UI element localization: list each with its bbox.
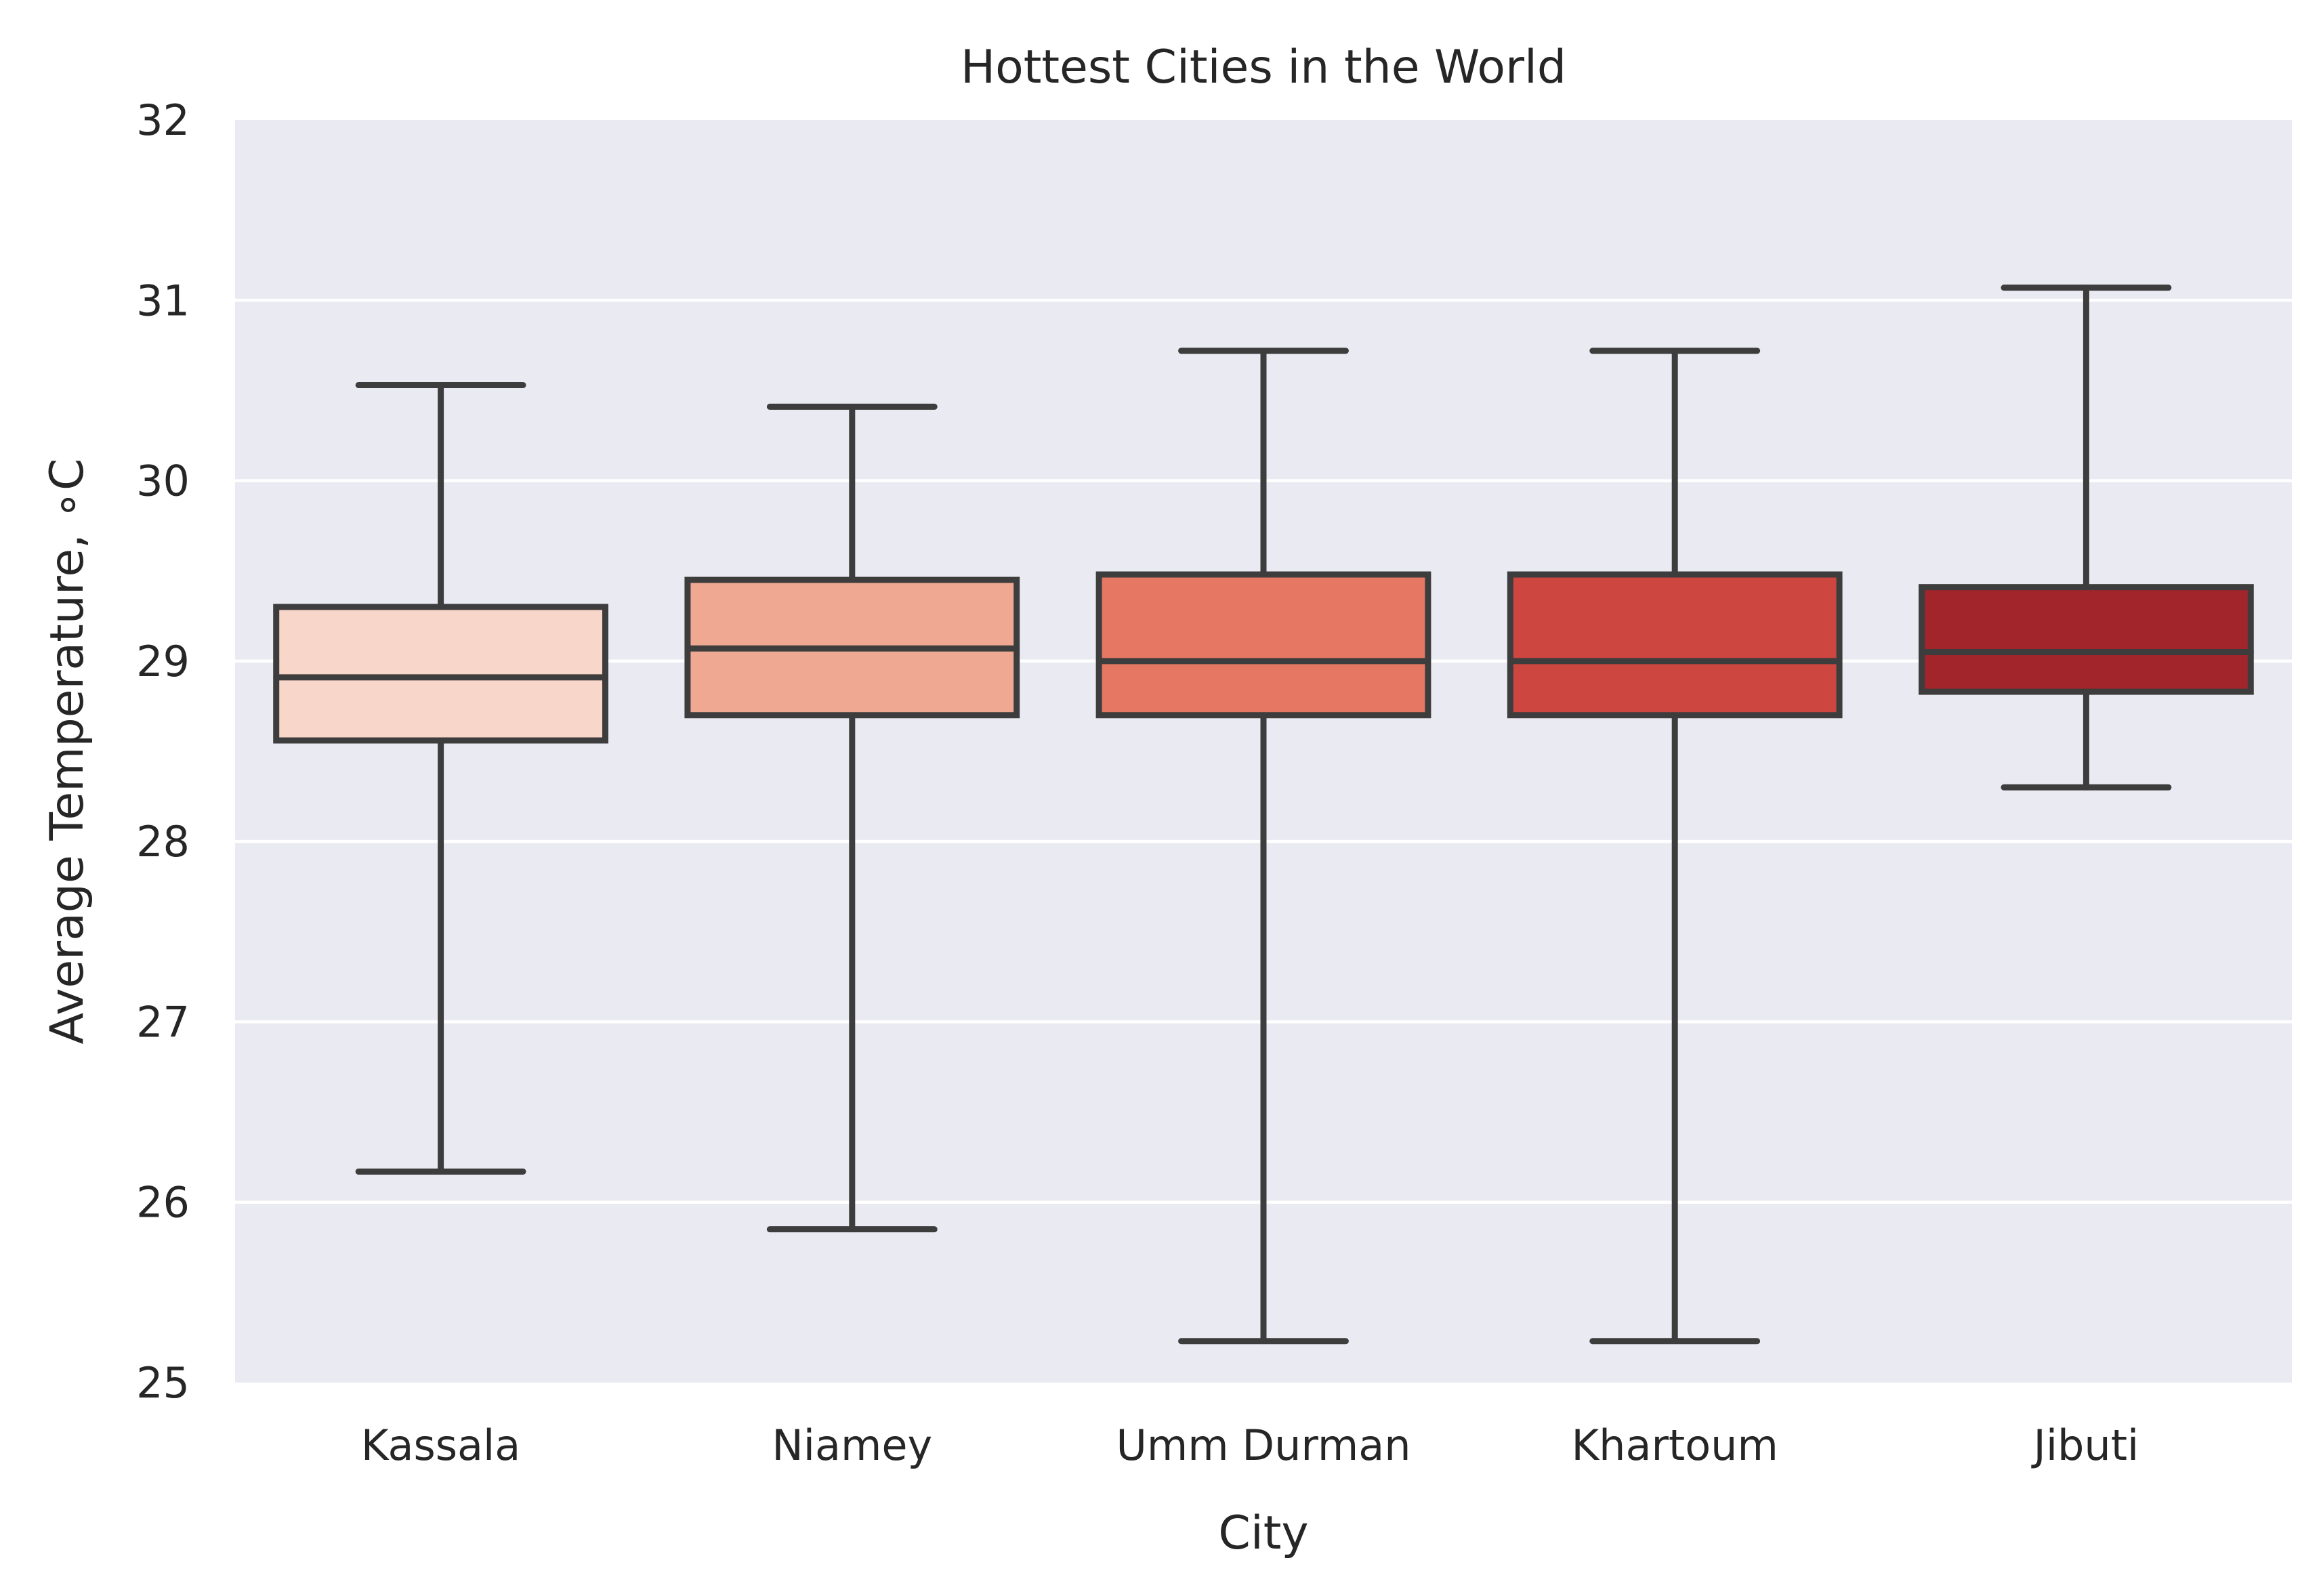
y-tick-label: 27 [136, 997, 190, 1047]
y-tick-label: 25 [136, 1358, 190, 1408]
box-group-khartoum [1507, 348, 1843, 1345]
y-tick-label: 31 [136, 276, 190, 325]
chart-title: Hottest Cities in the World [961, 41, 1566, 94]
boxes [273, 285, 2254, 1345]
iqr-box [1507, 571, 1843, 719]
box-group-niamey [684, 403, 1020, 1233]
x-axis-label: City [1218, 1507, 1308, 1560]
y-tick-label: 32 [136, 96, 190, 145]
iqr-box [1095, 571, 1431, 719]
x-tick-label: Umm Durman [1116, 1421, 1411, 1470]
y-axis-label: Average Temperature, ∘C [41, 459, 94, 1045]
iqr-box [1919, 584, 2254, 695]
x-tick-label: Jibuti [2031, 1421, 2139, 1470]
x-tick-label: Niamey [772, 1421, 932, 1470]
y-tick-label: 26 [136, 1178, 190, 1227]
iqr-box [273, 604, 608, 744]
y-tick-label: 30 [136, 457, 190, 506]
x-tick-label: Khartoum [1572, 1421, 1778, 1470]
y-tick-labels: 25 26 27 28 29 30 31 32 [136, 96, 190, 1408]
box-group-jibuti [1919, 285, 2254, 791]
y-tick-label: 29 [136, 637, 190, 686]
y-tick-label: 28 [136, 817, 190, 866]
box-group-umm-durman [1095, 348, 1431, 1345]
box-group-kassala [273, 381, 608, 1175]
x-tick-label: Kassala [361, 1421, 520, 1470]
x-tick-labels: Kassala Niamey Umm Durman Khartoum Jibuti [361, 1421, 2139, 1470]
